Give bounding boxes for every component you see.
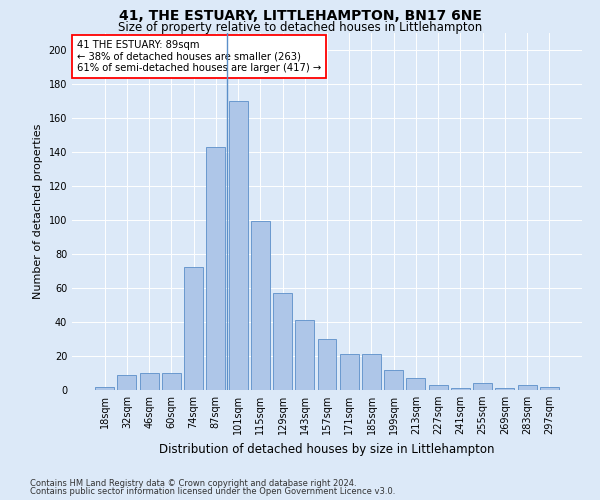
- Bar: [473, 383, 492, 390]
- Bar: [429, 385, 448, 390]
- Bar: [140, 373, 158, 390]
- Y-axis label: Number of detached properties: Number of detached properties: [33, 124, 43, 299]
- Text: Size of property relative to detached houses in Littlehampton: Size of property relative to detached ho…: [118, 22, 482, 35]
- Bar: [206, 146, 225, 390]
- Text: 41 THE ESTUARY: 89sqm
← 38% of detached houses are smaller (263)
61% of semi-det: 41 THE ESTUARY: 89sqm ← 38% of detached …: [77, 40, 322, 73]
- Bar: [118, 374, 136, 390]
- Bar: [295, 320, 314, 390]
- Bar: [162, 373, 181, 390]
- Bar: [184, 268, 203, 390]
- Bar: [406, 378, 425, 390]
- Bar: [362, 354, 381, 390]
- Bar: [496, 388, 514, 390]
- Bar: [273, 293, 292, 390]
- Bar: [540, 386, 559, 390]
- Bar: [317, 339, 337, 390]
- Bar: [340, 354, 359, 390]
- Text: Contains HM Land Registry data © Crown copyright and database right 2024.: Contains HM Land Registry data © Crown c…: [30, 478, 356, 488]
- Bar: [384, 370, 403, 390]
- X-axis label: Distribution of detached houses by size in Littlehampton: Distribution of detached houses by size …: [159, 442, 495, 456]
- Bar: [229, 100, 248, 390]
- Bar: [451, 388, 470, 390]
- Text: Contains public sector information licensed under the Open Government Licence v3: Contains public sector information licen…: [30, 487, 395, 496]
- Bar: [95, 386, 114, 390]
- Bar: [518, 385, 536, 390]
- Bar: [251, 222, 270, 390]
- Text: 41, THE ESTUARY, LITTLEHAMPTON, BN17 6NE: 41, THE ESTUARY, LITTLEHAMPTON, BN17 6NE: [119, 9, 481, 23]
